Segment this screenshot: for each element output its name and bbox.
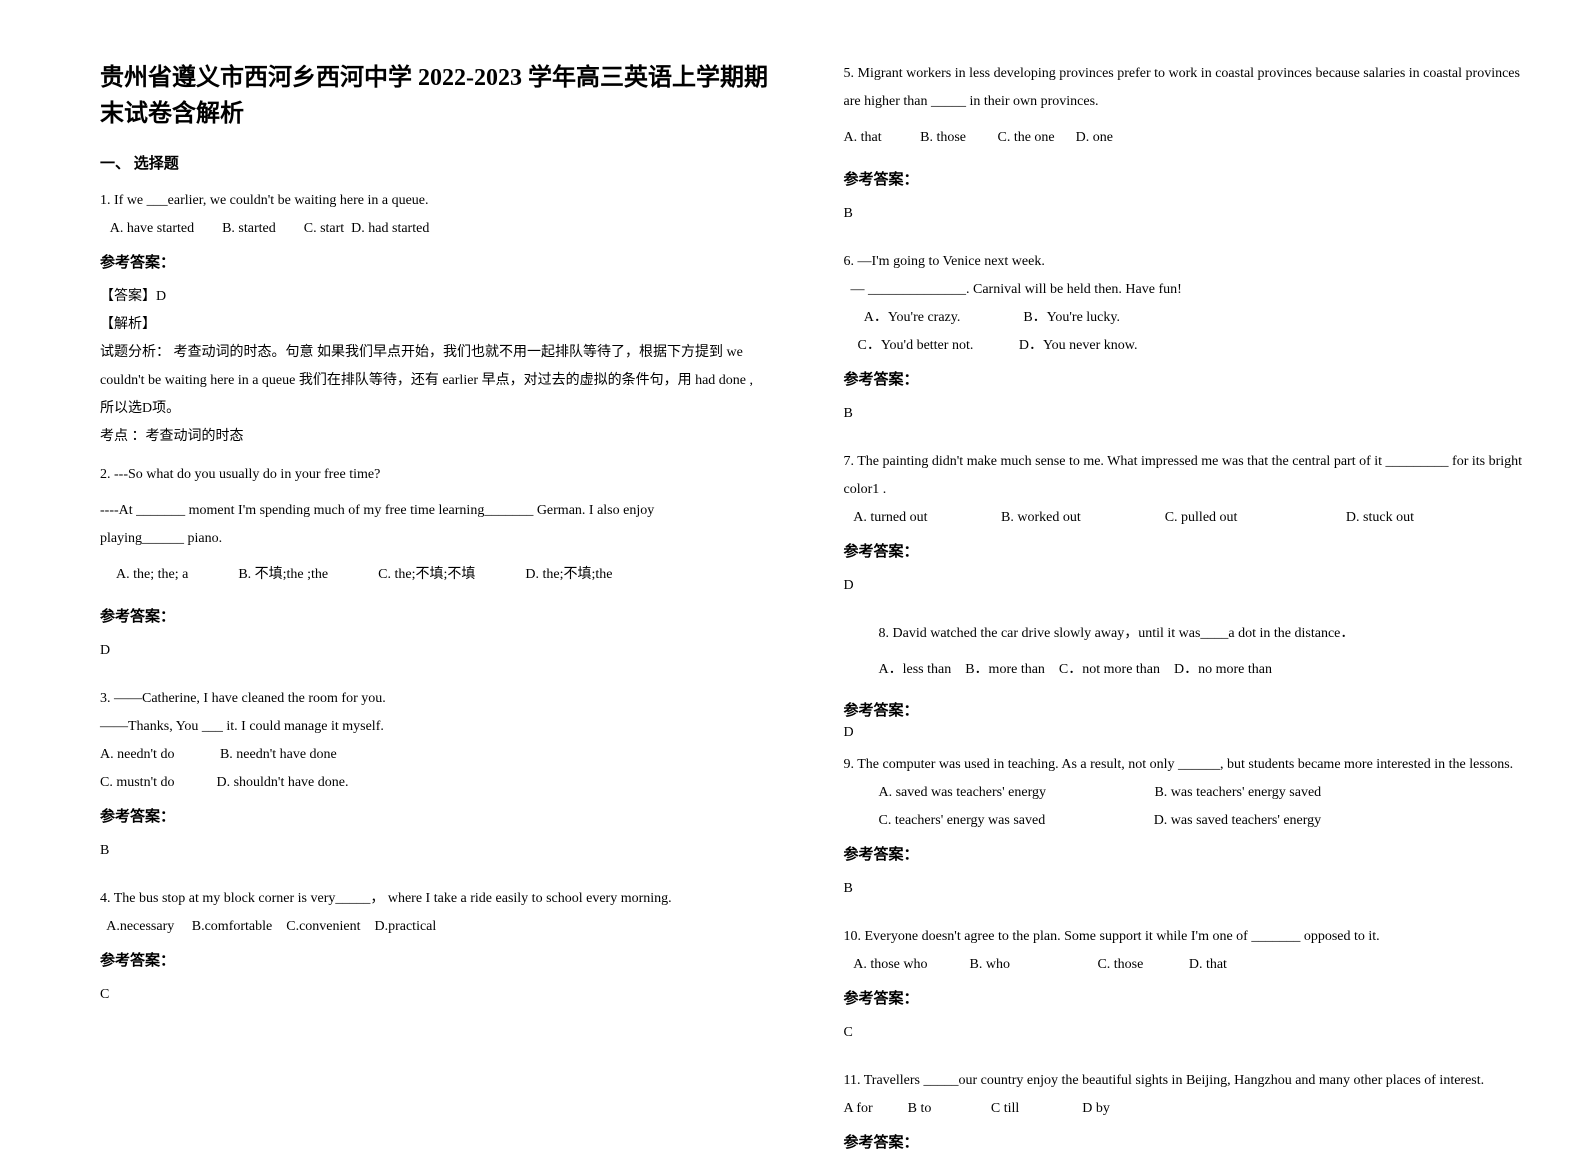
q4-answer: C: [100, 981, 784, 1009]
q3-options-2: C. mustn't do D. shouldn't have done.: [100, 769, 784, 797]
q2-text: 2. ---So what do you usually do in your …: [100, 461, 784, 489]
q2-answer: D: [100, 637, 784, 665]
q7-answer-label: 参考答案：: [844, 537, 1528, 567]
q3-answer-label: 参考答案：: [100, 802, 784, 832]
q11-options: A for B to C till D by: [844, 1095, 1528, 1123]
q8-options: A．less than B．more than C．not more than …: [879, 656, 1528, 684]
q2-opt-c: C. the;不填;不填: [378, 561, 475, 589]
q8-answer-label: 参考答案：: [844, 699, 1528, 720]
q3-answer: B: [100, 837, 784, 865]
q5-answer: B: [844, 200, 1528, 228]
q4-options: A.necessary B.comfortable C.convenient D…: [100, 913, 784, 941]
q1-analysis-1: 试题分析： 考查动词的时态。句意 如果我们早点开始，我们也就不用一起排队等待了，…: [100, 339, 784, 367]
q11-answer-label: 参考答案：: [844, 1128, 1528, 1158]
q6-answer: B: [844, 400, 1528, 428]
q1-analysis-2: couldn't be waiting here in a queue 我们在排…: [100, 367, 784, 395]
q9-options-1: A. saved was teachers' energy B. was tea…: [844, 779, 1528, 807]
q3-options-1: A. needn't do B. needn't have done: [100, 741, 784, 769]
question-1: 1. If we ___earlier, we couldn't be wait…: [100, 187, 784, 451]
question-2: 2. ---So what do you usually do in your …: [100, 461, 784, 675]
q5-text: 5. Migrant workers in less developing pr…: [844, 60, 1528, 116]
q3-text: 3. ——Catherine, I have cleaned the room …: [100, 685, 784, 713]
q1-analysis-3: 所以选D项。: [100, 395, 784, 423]
q2-line2: ----At _______ moment I'm spending much …: [100, 497, 784, 525]
question-8: 8. David watched the car drive slowly aw…: [844, 620, 1528, 684]
q3-line2: ——Thanks, You ___ it. I could manage it …: [100, 713, 784, 741]
section-1-header: 一、 选择题: [100, 152, 784, 173]
question-3: 3. ——Catherine, I have cleaned the room …: [100, 685, 784, 875]
question-6: 6. ―I'm going to Venice next week. ― ___…: [844, 248, 1528, 438]
q10-answer: C: [844, 1019, 1528, 1047]
q8-answer: D: [844, 725, 1528, 741]
q9-answer: B: [844, 875, 1528, 903]
q1-analysis-title: 【解析】: [100, 311, 784, 339]
question-7: 7. The painting didn't make much sense t…: [844, 448, 1528, 610]
q10-answer-label: 参考答案：: [844, 984, 1528, 1014]
right-column: 5. Migrant workers in less developing pr…: [844, 60, 1528, 1082]
q2-opt-b: B. 不填;the ;the: [238, 561, 328, 589]
question-9: 9. The computer was used in teaching. As…: [844, 751, 1528, 913]
q1-answer-title: 【答案】D: [100, 283, 784, 311]
question-10: 10. Everyone doesn't agree to the plan. …: [844, 923, 1528, 1057]
q6-text: 6. ―I'm going to Venice next week.: [844, 248, 1528, 276]
q2-opt-d: D. the;不填;the: [525, 561, 612, 589]
question-11: 11. Travellers _____our country enjoy th…: [844, 1067, 1528, 1163]
q2-opt-a: A. the; the; a: [116, 561, 188, 589]
q9-options-2: C. teachers' energy was saved D. was sav…: [844, 807, 1528, 835]
q5-options: A. that B. those C. the one D. one: [844, 124, 1528, 152]
question-5: 5. Migrant workers in less developing pr…: [844, 60, 1528, 238]
q7-answer: D: [844, 572, 1528, 600]
left-column: 贵州省遵义市西河乡西河中学 2022-2023 学年高三英语上学期期末试卷含解析…: [100, 60, 784, 1082]
q9-text: 9. The computer was used in teaching. As…: [844, 751, 1528, 779]
q2-answer-label: 参考答案：: [100, 602, 784, 632]
q7-text: 7. The painting didn't make much sense t…: [844, 448, 1528, 504]
q1-options: A. have started B. started C. start D. h…: [100, 215, 784, 243]
q4-text: 4. The bus stop at my block corner is ve…: [100, 885, 784, 913]
q4-answer-label: 参考答案：: [100, 946, 784, 976]
q10-text: 10. Everyone doesn't agree to the plan. …: [844, 923, 1528, 951]
q1-text: 1. If we ___earlier, we couldn't be wait…: [100, 187, 784, 215]
q9-answer-label: 参考答案：: [844, 840, 1528, 870]
q5-answer-label: 参考答案：: [844, 165, 1528, 195]
q6-options-1: A．You're crazy. B．You're lucky.: [844, 304, 1528, 332]
q1-answer-label: 参考答案：: [100, 248, 784, 278]
q8-text: 8. David watched the car drive slowly aw…: [879, 620, 1528, 648]
q6-line2: ― ______________. Carnival will be held …: [844, 276, 1528, 304]
document-title: 贵州省遵义市西河乡西河中学 2022-2023 学年高三英语上学期期末试卷含解析: [100, 60, 784, 132]
q11-text: 11. Travellers _____our country enjoy th…: [844, 1067, 1528, 1095]
q6-options-2: C．You'd better not. D．You never know.: [844, 332, 1528, 360]
q10-options: A. those who B. who C. those D. that: [844, 951, 1528, 979]
q2-line3: playing______ piano.: [100, 525, 784, 553]
q1-analysis-4: 考点 ：考查动词的时态: [100, 423, 784, 451]
q2-options: A. the; the; a B. 不填;the ;the C. the;不填;…: [100, 561, 784, 589]
q7-options: A. turned out B. worked out C. pulled ou…: [844, 504, 1528, 532]
q6-answer-label: 参考答案：: [844, 365, 1528, 395]
question-4: 4. The bus stop at my block corner is ve…: [100, 885, 784, 1019]
